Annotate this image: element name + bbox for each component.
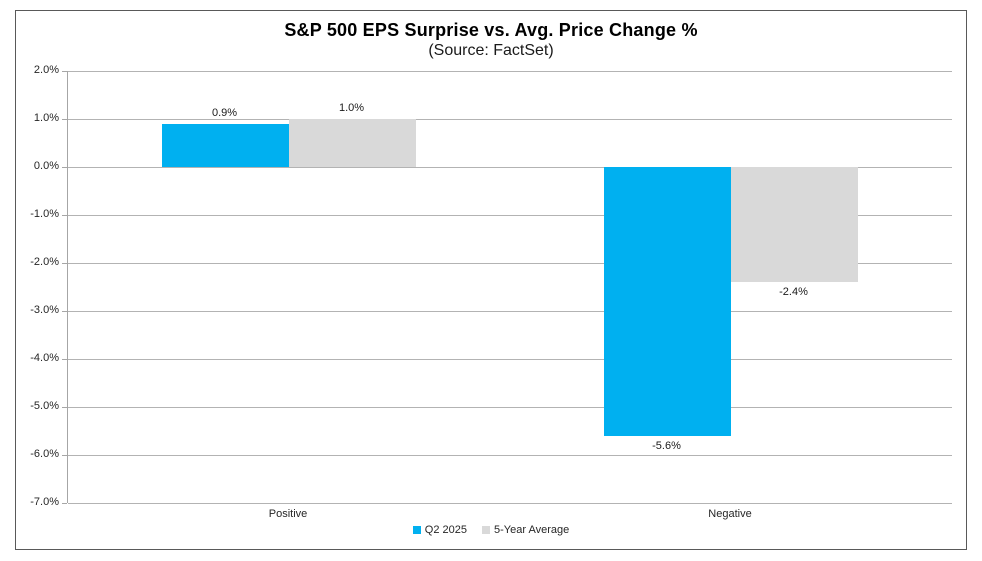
- y-axis-tick: [62, 407, 67, 408]
- bar-q2-2025-negative: [604, 167, 731, 436]
- gridline: [68, 359, 952, 360]
- y-axis-tick: [62, 503, 67, 504]
- x-axis-label-positive: Positive: [268, 508, 308, 520]
- legend-swatch-q2-2025: [412, 526, 421, 534]
- y-axis-tick: [62, 311, 67, 312]
- legend-item-q2-2025: Q2 2025: [412, 524, 467, 536]
- bar-5-year-average-negative: [731, 167, 858, 283]
- gridline: [68, 263, 952, 264]
- y-axis-tick: [62, 215, 67, 216]
- x-axis-label-negative: Negative: [708, 508, 752, 520]
- y-axis-tick: [62, 71, 67, 72]
- y-axis-tick: [62, 119, 67, 120]
- y-axis-tick: [62, 455, 67, 456]
- gridline: [68, 167, 952, 168]
- gridline: [68, 311, 952, 312]
- bar-q2-2025-positive: [162, 123, 289, 167]
- y-axis-label: 1.0%: [33, 112, 59, 124]
- gridline: [68, 71, 952, 72]
- legend-item-5-year-average: 5-Year Average: [481, 524, 570, 536]
- gridline: [68, 215, 952, 216]
- y-axis-label: -5.0%: [30, 400, 59, 412]
- legend-swatch-5-year-average: [481, 526, 490, 534]
- y-axis-label: -2.0%: [30, 256, 59, 268]
- y-axis-label: -4.0%: [30, 352, 59, 364]
- bar-5-year-average-positive: [289, 119, 416, 167]
- y-axis-label: -6.0%: [30, 448, 59, 460]
- legend-label-q2-2025: Q2 2025: [424, 524, 467, 536]
- y-axis-tick: [62, 167, 67, 168]
- y-axis-tick: [62, 263, 67, 264]
- y-axis-tick: [62, 359, 67, 360]
- plot-area: [67, 71, 952, 504]
- legend-label-5-year-average: 5-Year Average: [493, 524, 570, 536]
- data-label-5-year-average-positive: 1.0%: [338, 102, 365, 114]
- y-axis-label: -1.0%: [30, 208, 59, 220]
- legend: Q2 2025 5-Year Average: [15, 524, 967, 536]
- y-axis-label: -3.0%: [30, 304, 59, 316]
- gridline: [68, 407, 952, 408]
- data-label-5-year-average-negative: -2.4%: [779, 286, 808, 299]
- gridline: [68, 455, 952, 456]
- y-axis-label: -7.0%: [30, 496, 59, 508]
- y-axis-label: 2.0%: [33, 64, 59, 76]
- data-label-q2-2025-negative: -5.6%: [652, 439, 681, 452]
- gridline: [68, 119, 952, 120]
- chart-subtitle: (Source: FactSet): [428, 42, 554, 59]
- data-label-q2-2025-positive: 0.9%: [211, 106, 238, 119]
- chart-title: S&P 500 EPS Surprise vs. Avg. Price Chan…: [284, 20, 698, 40]
- y-axis-label: 0.0%: [33, 160, 59, 172]
- gridline: [68, 503, 952, 504]
